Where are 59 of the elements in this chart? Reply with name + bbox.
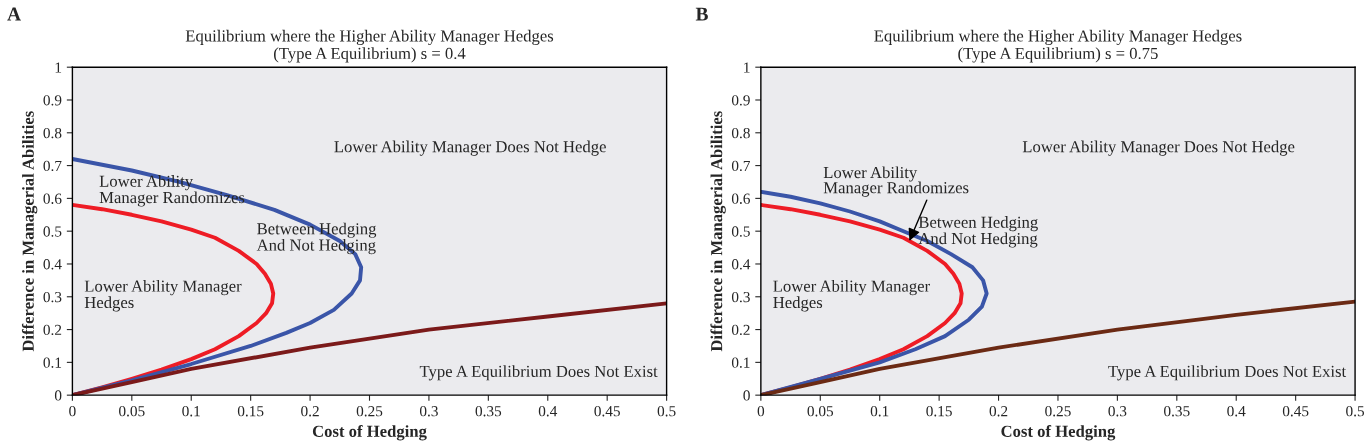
- x-tick-label: 0.5: [657, 406, 676, 417]
- annotation: Type A Equilibrium Does Not Exist: [1108, 365, 1347, 381]
- y-tick-label: 0.2: [43, 324, 62, 336]
- y-tick-label: 0: [54, 390, 62, 401]
- x-tick-label: 0.2: [989, 406, 1008, 417]
- x-tick-label: 0.25: [356, 406, 383, 417]
- y-tick-label: 0.9: [731, 95, 750, 106]
- y-tick-label: 0: [743, 390, 750, 401]
- y-tick-label: 0.6: [731, 193, 750, 204]
- chart-title: Equilibrium where the Higher Ability Manager Hedges (Type A Equilibrium) s = 0.4: [185, 29, 554, 63]
- y-tick-label: 0.9: [43, 95, 62, 106]
- x-tick-label: 0.45: [594, 406, 620, 417]
- x-tick-label: 0.05: [119, 406, 145, 417]
- y-tick-label: 0.5: [731, 226, 750, 237]
- annotation: Lower Ability Manager Hedges: [773, 280, 930, 312]
- y-axis-title: Difference in Managerial Abilities: [710, 111, 726, 352]
- x-tick-label: 0.1: [870, 406, 889, 417]
- x-tick-label: 0.2: [301, 406, 319, 417]
- y-tick-label: 1: [744, 62, 750, 73]
- y-tick-label: 0.3: [731, 291, 750, 303]
- x-tick-label: 0.3: [1108, 406, 1127, 417]
- y-tick-label: 0.2: [731, 324, 750, 336]
- annotation: Lower Ability Manager Does Not Hedge: [334, 140, 606, 156]
- x-tick-label: 0.35: [1164, 406, 1190, 417]
- text: A: [7, 7, 21, 21]
- x-axis-title: Cost of Hedging: [1001, 424, 1116, 441]
- x-tick-label: 0.35: [475, 406, 502, 417]
- x-tick-label: 0.1: [182, 406, 200, 417]
- x-tick-label: 0.5: [1346, 406, 1365, 417]
- y-tick-label: 0.7: [43, 160, 62, 172]
- x-tick-label: 0.3: [419, 406, 438, 417]
- x-tick-label: 0.4: [538, 406, 558, 417]
- x-tick-label: 0.05: [807, 406, 834, 417]
- y-tick-label: 0.8: [731, 127, 750, 139]
- x-tick-label: 0: [69, 406, 76, 417]
- y-tick-label: 1: [55, 62, 62, 73]
- annotation: Lower Ability Manager Hedges: [84, 280, 242, 312]
- y-tick-label: 0.7: [731, 160, 751, 172]
- chart-title: Equilibrium where the Higher Ability Manager Hedges (Type A Equilibrium) s = 0.75: [874, 29, 1242, 63]
- y-tick-label: 0.4: [43, 259, 62, 270]
- text: B: [695, 7, 708, 21]
- y-axis-title: Difference in Managerial Abilities: [21, 111, 38, 352]
- x-axis-title: Cost of Hedging: [312, 424, 427, 441]
- annotation: Lower Ability Manager Does Not Hedge: [1022, 140, 1295, 156]
- y-tick-label: 0.3: [43, 291, 62, 303]
- x-tick-label: 0.15: [237, 406, 264, 417]
- x-tick-label: 0.15: [926, 406, 952, 417]
- x-tick-label: 0: [757, 406, 765, 417]
- x-tick-label: 0.25: [1045, 406, 1071, 417]
- x-tick-label: 0.4: [1227, 406, 1246, 417]
- y-tick-label: 0.6: [43, 193, 62, 204]
- y-tick-label: 0.4: [731, 259, 751, 270]
- annotation: Lower Ability Manager Randomizes: [823, 166, 969, 197]
- y-tick-label: 0.8: [43, 127, 62, 139]
- y-tick-label: 0.1: [43, 357, 62, 368]
- x-tick-label: 0.45: [1282, 406, 1309, 417]
- annotation: Type A Equilibrium Does Not Exist: [419, 365, 658, 381]
- y-tick-label: 0.1: [731, 357, 750, 368]
- y-tick-label: 0.5: [43, 226, 62, 237]
